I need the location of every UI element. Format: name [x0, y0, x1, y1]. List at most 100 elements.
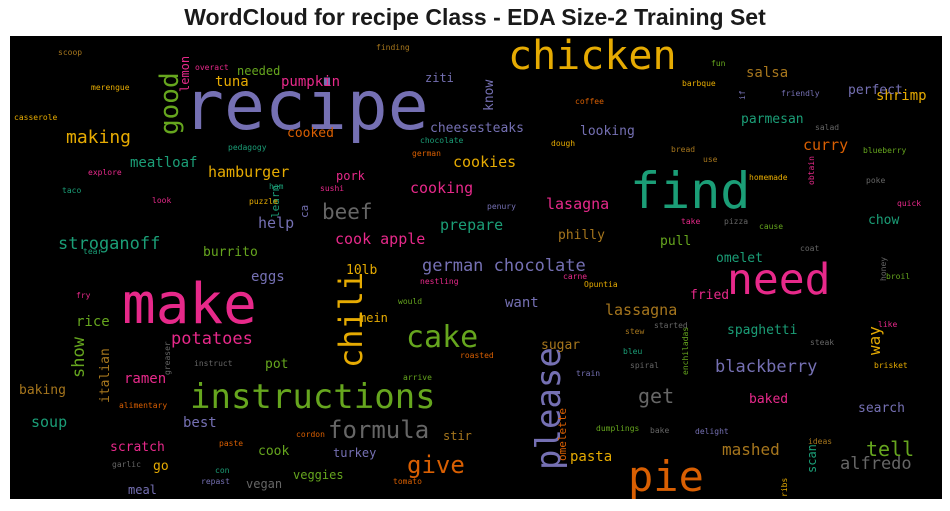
word-baked: baked	[749, 391, 789, 407]
word-ham: ham	[269, 181, 284, 191]
word-train: train	[576, 368, 601, 378]
word-ca: ca	[298, 204, 311, 218]
word-delight: delight	[695, 426, 729, 436]
word-opuntia: Opuntia	[584, 279, 618, 289]
word-steak: steak	[810, 337, 835, 347]
word-cake: cake	[406, 320, 479, 355]
word-potatoes: potatoes	[171, 329, 253, 350]
word-hamburger: hamburger	[208, 163, 290, 181]
word-scratch: scratch	[110, 439, 165, 455]
word-way: way	[865, 326, 884, 355]
word-alimentary: alimentary	[119, 400, 168, 410]
word-best: best	[183, 414, 217, 431]
word-shrimp: shrimp	[876, 87, 927, 104]
word-chocolate: chocolate	[420, 135, 464, 145]
word-if: if	[738, 90, 747, 100]
word-fried: fried	[690, 287, 730, 303]
word-pie: pie	[628, 452, 704, 499]
word-dumplings: dumplings	[596, 423, 640, 433]
word-roasted: roasted	[460, 350, 494, 360]
word-obtain: obtain	[807, 156, 816, 185]
word-parmesan: parmesan	[741, 111, 804, 127]
word-started: started	[654, 320, 688, 330]
word-salad: salad	[815, 122, 840, 132]
word-sugar: sugar	[541, 337, 581, 353]
word-blueberry: blueberry	[863, 145, 907, 155]
word-vegan: vegan	[246, 477, 283, 492]
word-go: go	[153, 458, 169, 474]
word-ideas: ideas	[808, 436, 833, 446]
word-10lb: 10lb	[346, 262, 378, 278]
chart-title: WordCloud for recipe Class - EDA Size-2 …	[184, 4, 766, 30]
word-greaser: greaser	[163, 341, 172, 375]
word-casserole: casserole	[14, 112, 58, 122]
word-give: give	[407, 450, 465, 479]
word-meatloaf: meatloaf	[130, 154, 198, 171]
word-want: want	[505, 294, 539, 311]
word-bread: bread	[671, 144, 696, 154]
word-recipe: recipe	[183, 66, 429, 146]
word-pizza: pizza	[724, 216, 749, 226]
word-con: con	[215, 465, 230, 475]
word-merengue: merengue	[91, 82, 130, 92]
word-homemade: homemade	[749, 172, 788, 182]
word-italian: italian	[98, 348, 113, 403]
word-show: show	[69, 337, 89, 378]
word-know: know	[482, 79, 497, 111]
word-chow: chow	[868, 212, 900, 228]
word-tomato: tomato	[393, 476, 422, 486]
word-help: help	[258, 214, 295, 232]
word-look: look	[152, 195, 172, 205]
word-german: german	[412, 148, 441, 158]
word-blackberry: blackberry	[715, 357, 818, 378]
word-scan: scan	[805, 444, 819, 473]
word-cookies: cookies	[453, 153, 517, 171]
word-needed: needed	[237, 64, 281, 79]
word-cook: cook	[258, 443, 290, 459]
word-taco: taco	[62, 185, 82, 195]
word-enchiladas: enchiladas	[681, 326, 690, 375]
word-eggs: eggs	[251, 268, 285, 285]
word-take: take	[681, 216, 701, 226]
word-omelette: omelette	[556, 408, 569, 461]
word-cordon: cordon	[296, 429, 325, 439]
word-bake: bake	[650, 425, 670, 435]
word-lasagna: lasagna	[546, 195, 610, 213]
word-cooked: cooked	[287, 125, 334, 141]
word-german-chocolate: german chocolate	[422, 256, 586, 277]
word-dough: dough	[551, 138, 576, 148]
word-barbque: barbque	[682, 78, 716, 88]
word-arrive: arrive	[403, 372, 432, 382]
word-ramen: ramen	[124, 370, 167, 387]
word-scoop: scoop	[58, 47, 83, 57]
word-poke: poke	[866, 175, 886, 185]
word-penury: penury	[487, 201, 516, 211]
word-mein: mein	[359, 311, 388, 326]
word-tear: tear	[83, 246, 103, 256]
word-curry: curry	[803, 136, 849, 154]
word-mashed: mashed	[722, 440, 780, 460]
word-spiral: spiral	[630, 360, 659, 370]
word-sushi: sushi	[320, 183, 345, 193]
word-repast: repast	[201, 476, 230, 486]
word-garlic: garlic	[112, 459, 141, 469]
word-pumpkin: pumpkin	[281, 73, 341, 90]
word-pot: pot	[265, 356, 289, 372]
word-puzzle: puzzle	[249, 196, 278, 206]
word-carne: carne	[563, 271, 588, 281]
word-soup: soup	[31, 413, 68, 431]
word-friendly: friendly	[781, 88, 820, 98]
word-perfect: perfect	[848, 82, 903, 98]
word-stew: stew	[625, 326, 645, 336]
word-alfredo: alfredo	[840, 454, 912, 475]
word-pull: pull	[660, 233, 692, 249]
word-looking: looking	[580, 123, 635, 139]
word-lemon: lemon	[178, 55, 192, 92]
word-nestling: nestling	[420, 276, 459, 286]
word-brisket: brisket	[874, 360, 908, 370]
word-baking: baking	[19, 382, 66, 398]
word-need: need	[727, 254, 831, 305]
word-meal: meal	[128, 483, 157, 498]
word-like: like	[878, 319, 898, 329]
word-ribs: ribs	[780, 477, 789, 497]
